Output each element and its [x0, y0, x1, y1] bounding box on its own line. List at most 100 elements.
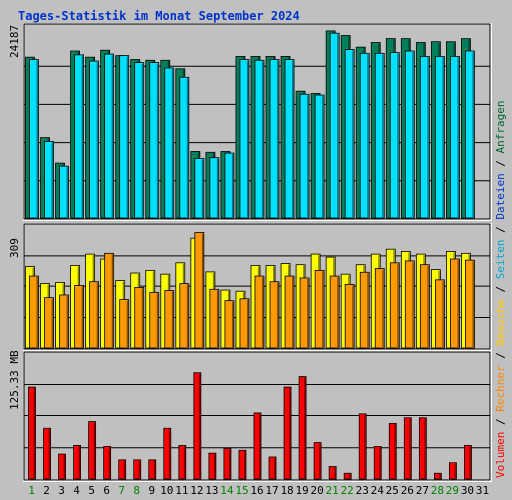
bar-volumen-day-10: [163, 427, 172, 480]
bar-volumen-day-16: [253, 412, 262, 480]
bar-rechner-day-9: [149, 291, 160, 349]
bar-seiten-day-17: [269, 59, 280, 219]
bar-seiten-day-16: [254, 59, 265, 219]
x-tick-label-3: 3: [58, 484, 65, 497]
bar-seiten-day-10: [164, 67, 175, 219]
side-legend-text: Volumen / Rechner / Besuche / Seiten / D…: [494, 100, 507, 478]
legend-anfragen: Anfragen: [494, 100, 507, 153]
x-tick-label-24: 24: [371, 484, 385, 497]
bar-volumen-day-17: [268, 456, 277, 480]
bar-rechner-day-11: [179, 283, 190, 349]
bar-rechner-day-25: [389, 262, 400, 349]
bar-rechner-day-22: [344, 283, 355, 349]
bar-seiten-day-23: [359, 52, 370, 219]
x-tick-label-12: 12: [190, 484, 203, 497]
panel-visits: 309: [8, 223, 492, 351]
bar-rechner-day-1: [29, 275, 39, 349]
bar-seiten-day-13: [209, 157, 220, 219]
panel-hits: 24187: [8, 23, 492, 221]
side-legend: Volumen / Rechner / Besuche / Seiten / D…: [494, 100, 507, 478]
bar-volumen-day-7: [118, 459, 127, 480]
bar-rechner-day-16: [254, 275, 265, 349]
legend-seiten: Seiten: [494, 240, 507, 280]
x-tick-label-27: 27: [416, 484, 429, 497]
x-tick-label-1: 1: [28, 484, 35, 497]
bar-volumen-day-20: [313, 442, 322, 480]
legend-rechner: Rechner: [494, 365, 507, 412]
bar-seiten-day-4: [74, 54, 84, 219]
x-tick-label-22: 22: [341, 484, 354, 497]
bar-seiten-day-1: [29, 59, 39, 219]
bar-seiten-day-3: [59, 165, 69, 219]
x-tick-label-13: 13: [205, 484, 218, 497]
bar-volumen-day-15: [238, 449, 247, 480]
bar-rechner-day-4: [74, 285, 84, 349]
x-tick-label-26: 26: [401, 484, 414, 497]
bar-seiten-day-6: [104, 53, 115, 219]
bar-seiten-day-24: [374, 52, 385, 219]
bar-rechner-day-19: [299, 277, 310, 349]
bar-rechner-day-6: [104, 252, 115, 349]
bar-seiten-day-12: [194, 158, 205, 219]
bar-seiten-day-22: [344, 49, 355, 219]
bar-rechner-day-29: [450, 258, 460, 349]
bar-rechner-day-12: [194, 232, 205, 349]
bar-volumen-day-23: [358, 413, 367, 480]
x-tick-label-5: 5: [88, 484, 95, 497]
bar-volumen-day-9: [148, 459, 157, 480]
bar-seiten-day-14: [224, 152, 235, 219]
bar-volumen-day-14: [223, 447, 232, 480]
bar-volumen-day-11: [178, 445, 187, 480]
x-tick-label-10: 10: [160, 484, 173, 497]
bar-rechner-day-15: [239, 298, 250, 349]
bar-rechner-day-13: [209, 288, 220, 349]
legend-dateien: Dateien: [494, 173, 507, 219]
panel-volume: 125.33 MB: [8, 350, 492, 482]
bar-rechner-day-26: [404, 260, 415, 349]
bar-rechner-day-8: [134, 287, 145, 349]
bar-volumen-day-25: [388, 423, 397, 480]
bar-volumen-day-8: [133, 459, 142, 480]
x-tick-label-4: 4: [73, 484, 80, 497]
bar-seiten-day-2: [44, 141, 54, 219]
bar-rechner-day-10: [164, 290, 175, 349]
bar-seiten-day-15: [239, 59, 250, 219]
legend-volumen: Volumen: [494, 432, 507, 478]
bar-seiten-day-8: [134, 62, 145, 219]
bar-rechner-day-21: [329, 275, 340, 349]
bar-seiten-day-26: [404, 50, 415, 219]
x-tick-label-8: 8: [133, 484, 140, 497]
bar-seiten-day-28: [434, 56, 445, 219]
y-max-label: 309: [8, 238, 21, 258]
bar-rechner-day-20: [314, 269, 325, 349]
x-axis-labels: 1 2 3 4 5 6 7 8 9 10 11 12 13 14 15 16 17 18 19 20 21 22 23 24 2…: [28, 484, 489, 497]
x-tick-label-21: 21: [326, 484, 339, 497]
bar-volumen-day-26: [403, 417, 412, 480]
bar-rechner-day-30: [465, 259, 475, 349]
x-tick-label-30: 30: [461, 484, 474, 497]
bar-rechner-day-28: [434, 279, 445, 349]
x-tick-label-31: 31: [476, 484, 489, 497]
bar-seiten-day-27: [419, 56, 430, 219]
bar-volumen-day-6: [103, 446, 112, 480]
bar-volumen-day-2: [43, 427, 51, 480]
bar-rechner-day-27: [419, 264, 430, 349]
bar-seiten-day-25: [389, 52, 400, 219]
x-tick-label-9: 9: [148, 484, 155, 497]
x-tick-label-14: 14: [220, 484, 234, 497]
bar-rechner-day-2: [44, 297, 54, 349]
legend-besuche: Besuche: [494, 299, 507, 345]
bar-rechner-day-23: [359, 271, 370, 349]
bar-volumen-day-13: [208, 452, 217, 480]
bar-rechner-day-5: [89, 281, 100, 349]
x-tick-label-17: 17: [265, 484, 278, 497]
x-tick-label-2: 2: [43, 484, 50, 497]
x-tick-label-11: 11: [175, 484, 188, 497]
x-tick-label-7: 7: [118, 484, 125, 497]
bar-rechner-day-3: [59, 294, 69, 349]
x-tick-label-25: 25: [386, 484, 399, 497]
bar-volumen-day-19: [298, 376, 307, 480]
bar-volumen-day-1: [28, 386, 36, 480]
x-tick-label-15: 15: [235, 484, 248, 497]
